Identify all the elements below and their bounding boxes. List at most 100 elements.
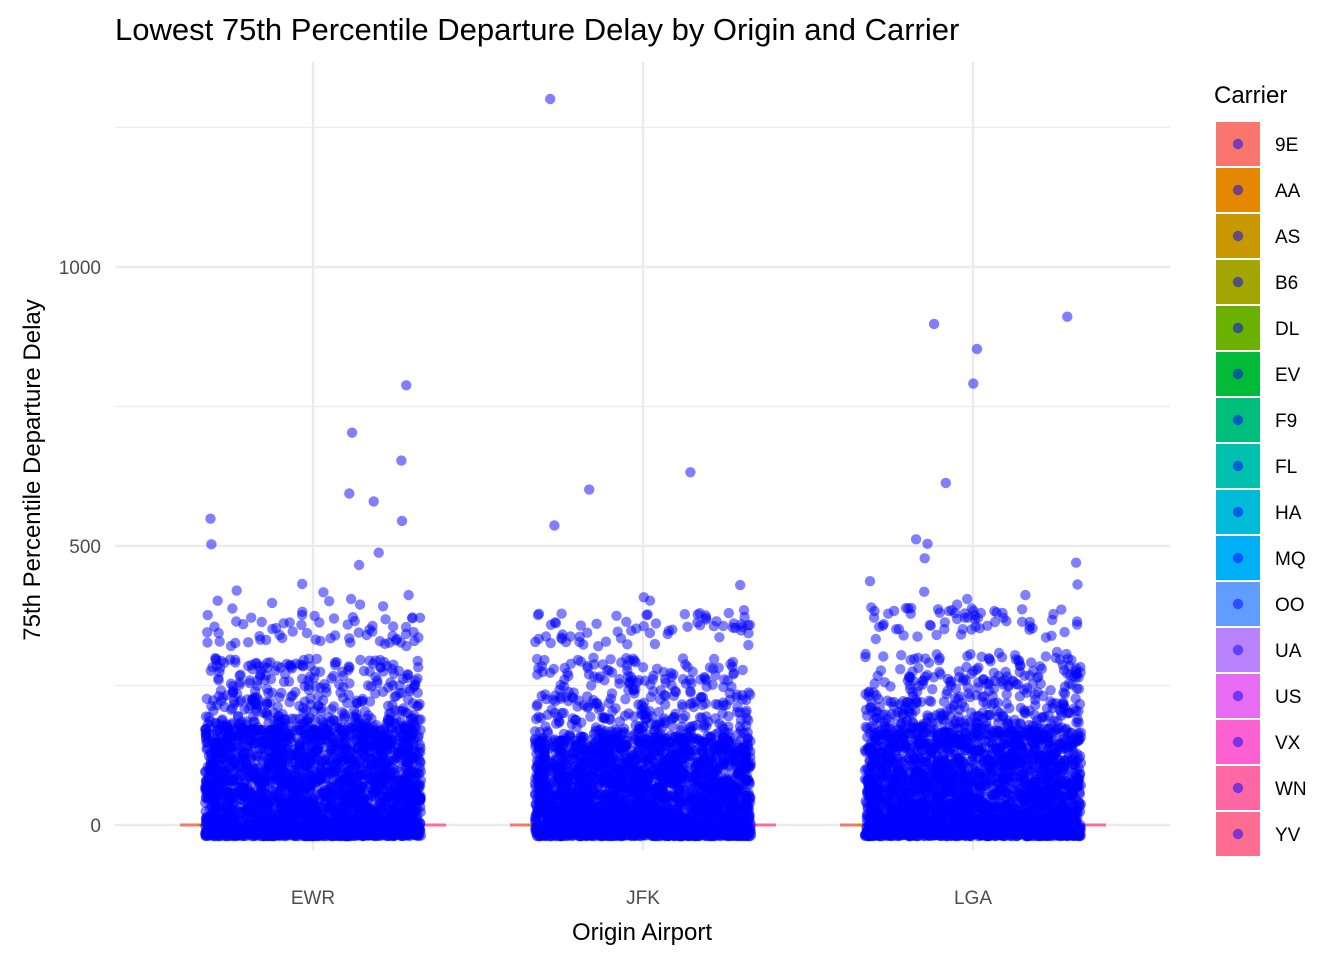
data-point xyxy=(260,708,270,718)
data-point xyxy=(254,813,264,823)
data-point xyxy=(222,826,232,836)
data-point xyxy=(221,757,231,767)
data-point xyxy=(308,724,318,734)
data-point xyxy=(370,831,380,841)
data-point xyxy=(292,783,302,793)
data-point xyxy=(318,695,328,705)
data-point xyxy=(357,696,367,706)
data-point xyxy=(414,782,424,792)
data-point xyxy=(305,671,315,681)
data-point xyxy=(331,745,341,755)
data-point xyxy=(370,688,380,698)
data-point xyxy=(401,809,411,819)
data-point xyxy=(368,658,378,668)
data-point xyxy=(380,800,390,810)
data-point xyxy=(330,630,340,640)
data-point xyxy=(343,765,353,775)
data-point-outlier xyxy=(329,613,339,623)
data-point xyxy=(331,805,341,815)
data-point-outlier xyxy=(374,548,384,558)
data-point xyxy=(292,722,302,732)
data-point xyxy=(367,627,377,637)
data-point-outlier xyxy=(205,514,215,524)
data-point xyxy=(260,777,270,787)
data-point xyxy=(288,626,298,636)
data-point xyxy=(312,654,322,664)
data-point xyxy=(216,789,226,799)
data-point xyxy=(357,721,367,731)
data-point xyxy=(270,764,280,774)
bar-near-zero xyxy=(180,824,197,827)
data-point xyxy=(331,758,341,768)
data-point xyxy=(252,804,262,814)
data-point xyxy=(227,720,237,730)
data-point xyxy=(389,717,399,727)
data-point xyxy=(312,771,322,781)
data-point xyxy=(338,693,348,703)
data-point xyxy=(212,741,222,751)
data-point xyxy=(414,699,424,709)
bar-near-zero xyxy=(759,824,776,827)
data-point xyxy=(324,788,334,798)
data-point xyxy=(242,743,252,753)
data-point xyxy=(201,734,211,744)
data-point xyxy=(251,706,261,716)
data-point xyxy=(301,706,311,716)
data-point xyxy=(381,745,391,755)
data-point xyxy=(255,671,265,681)
data-point xyxy=(338,682,348,692)
data-point xyxy=(300,809,310,819)
data-point xyxy=(396,637,406,647)
data-point xyxy=(339,713,349,723)
data-point xyxy=(202,694,212,704)
data-point xyxy=(354,627,364,637)
data-point xyxy=(323,725,333,735)
data-point xyxy=(232,774,242,784)
data-point xyxy=(372,678,382,688)
data-point-outlier xyxy=(318,587,328,597)
data-point xyxy=(216,685,226,695)
data-point xyxy=(311,784,321,794)
data-point xyxy=(347,779,357,789)
data-point xyxy=(219,658,229,668)
data-point xyxy=(288,690,298,700)
data-point xyxy=(256,755,266,765)
data-point xyxy=(212,805,222,815)
data-point xyxy=(399,773,409,783)
data-point xyxy=(388,660,398,670)
data-point xyxy=(382,827,392,837)
data-point xyxy=(300,696,310,706)
data-point xyxy=(297,795,307,805)
data-point xyxy=(247,695,257,705)
data-point-outlier xyxy=(401,380,411,390)
bar-near-zero xyxy=(429,824,446,827)
data-point-outlier xyxy=(369,496,379,506)
data-point xyxy=(277,633,287,643)
data-point xyxy=(405,785,415,795)
data-point xyxy=(353,742,363,752)
data-point xyxy=(201,776,211,786)
data-point xyxy=(344,633,354,643)
data-point xyxy=(302,628,312,638)
data-point xyxy=(315,735,325,745)
data-point xyxy=(404,831,414,841)
data-point-outlier xyxy=(232,585,242,595)
data-point xyxy=(286,737,296,747)
data-point xyxy=(332,657,342,667)
data-point xyxy=(360,812,370,822)
data-point xyxy=(361,750,371,760)
data-point xyxy=(294,763,304,773)
data-point xyxy=(344,662,354,672)
data-point xyxy=(226,788,236,798)
data-point xyxy=(297,747,307,757)
data-point xyxy=(349,801,359,811)
data-point xyxy=(245,725,255,735)
data-point xyxy=(265,795,275,805)
data-point xyxy=(277,778,287,788)
data-point xyxy=(275,662,285,672)
data-point xyxy=(247,735,257,745)
data-point xyxy=(263,688,273,698)
data-point xyxy=(404,684,414,694)
